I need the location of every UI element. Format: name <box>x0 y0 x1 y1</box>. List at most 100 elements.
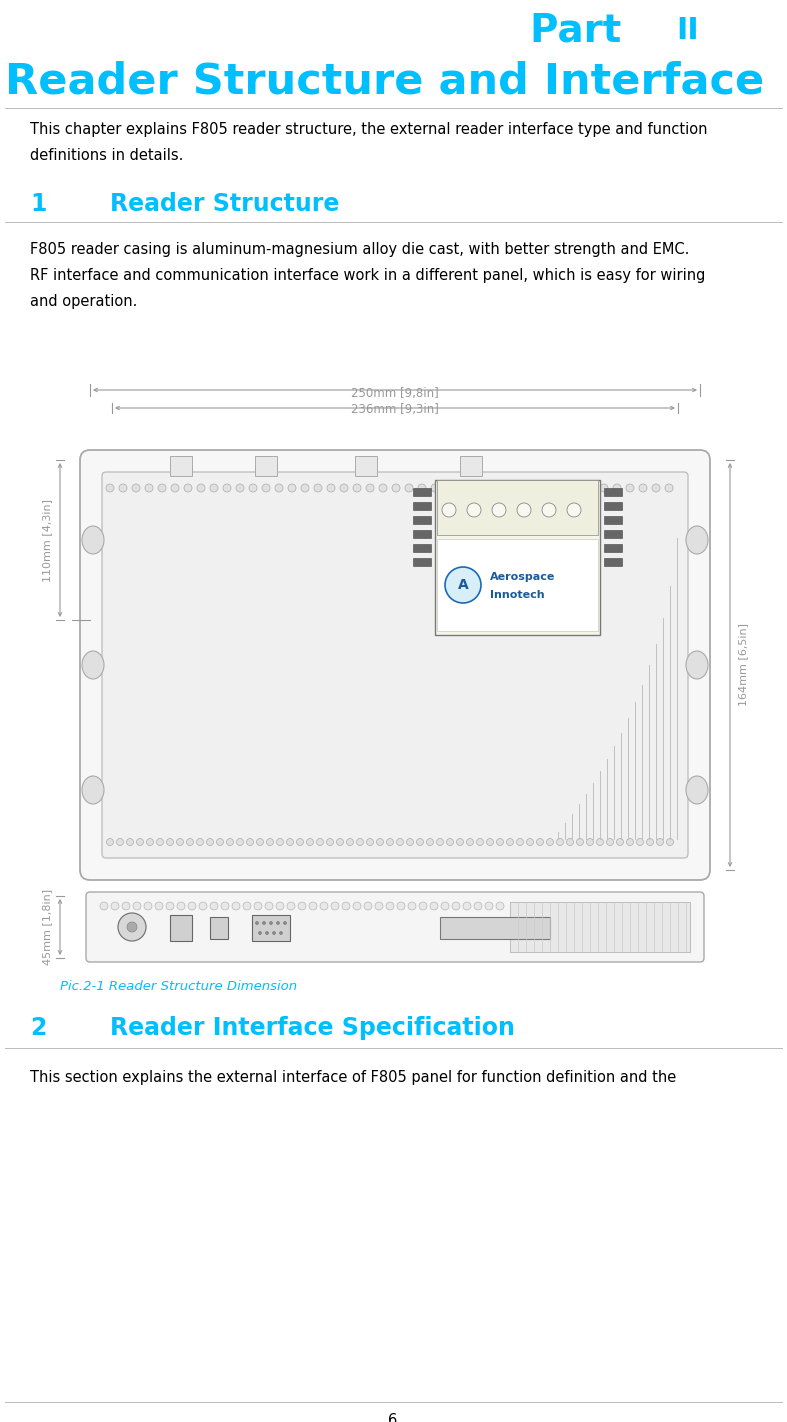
Circle shape <box>100 902 108 910</box>
Circle shape <box>535 483 543 492</box>
Circle shape <box>375 902 383 910</box>
Circle shape <box>136 839 143 846</box>
Text: This chapter explains F805 reader structure, the external reader interface type : This chapter explains F805 reader struct… <box>30 122 708 137</box>
Bar <box>604 502 622 510</box>
Circle shape <box>567 503 581 518</box>
Circle shape <box>427 839 434 846</box>
Bar <box>437 539 598 631</box>
Circle shape <box>221 902 229 910</box>
Text: This section explains the external interface of F805 panel for function definiti: This section explains the external inter… <box>30 1069 676 1085</box>
Circle shape <box>171 483 179 492</box>
Circle shape <box>456 839 464 846</box>
Circle shape <box>288 483 296 492</box>
Circle shape <box>626 839 634 846</box>
Circle shape <box>418 483 426 492</box>
Circle shape <box>353 483 361 492</box>
Circle shape <box>527 839 534 846</box>
Circle shape <box>258 931 261 934</box>
Circle shape <box>237 839 243 846</box>
Bar <box>413 545 431 552</box>
Circle shape <box>444 483 452 492</box>
Circle shape <box>486 839 493 846</box>
Circle shape <box>265 902 273 910</box>
Circle shape <box>366 483 374 492</box>
Text: Part: Part <box>530 11 635 50</box>
Circle shape <box>405 483 413 492</box>
Ellipse shape <box>686 651 708 678</box>
Circle shape <box>537 839 544 846</box>
Circle shape <box>111 902 119 910</box>
Circle shape <box>144 902 152 910</box>
Circle shape <box>155 902 163 910</box>
Circle shape <box>257 839 264 846</box>
Bar <box>440 917 550 939</box>
Circle shape <box>561 483 569 492</box>
Circle shape <box>232 902 240 910</box>
Circle shape <box>542 503 556 518</box>
Bar <box>255 456 277 476</box>
Text: Reader Structure and Interface: Reader Structure and Interface <box>5 60 764 102</box>
Ellipse shape <box>82 776 104 803</box>
Circle shape <box>667 839 674 846</box>
Text: definitions in details.: definitions in details. <box>30 148 183 164</box>
Circle shape <box>166 902 174 910</box>
Circle shape <box>507 839 513 846</box>
FancyBboxPatch shape <box>86 892 704 963</box>
Circle shape <box>386 839 394 846</box>
Bar <box>604 557 622 566</box>
Text: RF interface and communication interface work in a different panel, which is eas: RF interface and communication interface… <box>30 267 705 283</box>
Circle shape <box>353 902 361 910</box>
Circle shape <box>269 921 272 924</box>
Circle shape <box>457 483 465 492</box>
Circle shape <box>346 839 353 846</box>
Circle shape <box>397 902 405 910</box>
Circle shape <box>492 503 506 518</box>
Ellipse shape <box>82 651 104 678</box>
Circle shape <box>340 483 348 492</box>
Text: Innotech: Innotech <box>490 590 545 600</box>
Circle shape <box>188 902 196 910</box>
Circle shape <box>254 902 262 910</box>
Bar <box>210 917 228 939</box>
Circle shape <box>485 902 493 910</box>
Text: 164mm [6,5in]: 164mm [6,5in] <box>738 623 748 707</box>
Circle shape <box>376 839 383 846</box>
Bar <box>355 456 377 476</box>
Circle shape <box>210 902 218 910</box>
Bar <box>252 914 290 941</box>
Circle shape <box>327 483 335 492</box>
Circle shape <box>509 483 517 492</box>
Circle shape <box>437 839 444 846</box>
Circle shape <box>327 839 334 846</box>
Circle shape <box>236 483 244 492</box>
Circle shape <box>246 839 253 846</box>
Text: 45mm [1,8in]: 45mm [1,8in] <box>42 889 52 966</box>
Circle shape <box>243 902 251 910</box>
Circle shape <box>364 902 372 910</box>
Circle shape <box>279 931 283 934</box>
Bar <box>413 488 431 496</box>
Bar <box>170 914 192 941</box>
Ellipse shape <box>686 776 708 803</box>
Ellipse shape <box>686 526 708 555</box>
Circle shape <box>463 902 471 910</box>
Circle shape <box>276 921 279 924</box>
Circle shape <box>199 902 207 910</box>
Text: Reader Interface Specification: Reader Interface Specification <box>110 1015 515 1039</box>
Circle shape <box>119 483 127 492</box>
Circle shape <box>267 839 274 846</box>
Circle shape <box>652 483 660 492</box>
Circle shape <box>367 839 374 846</box>
Circle shape <box>586 839 593 846</box>
Circle shape <box>256 921 258 924</box>
FancyBboxPatch shape <box>102 472 688 857</box>
Circle shape <box>145 483 153 492</box>
Circle shape <box>639 483 647 492</box>
Circle shape <box>249 483 257 492</box>
Circle shape <box>467 839 474 846</box>
Bar <box>170 456 192 476</box>
Text: Aerospace: Aerospace <box>490 572 556 582</box>
Text: 6: 6 <box>388 1413 397 1422</box>
Bar <box>460 456 482 476</box>
Circle shape <box>297 839 304 846</box>
